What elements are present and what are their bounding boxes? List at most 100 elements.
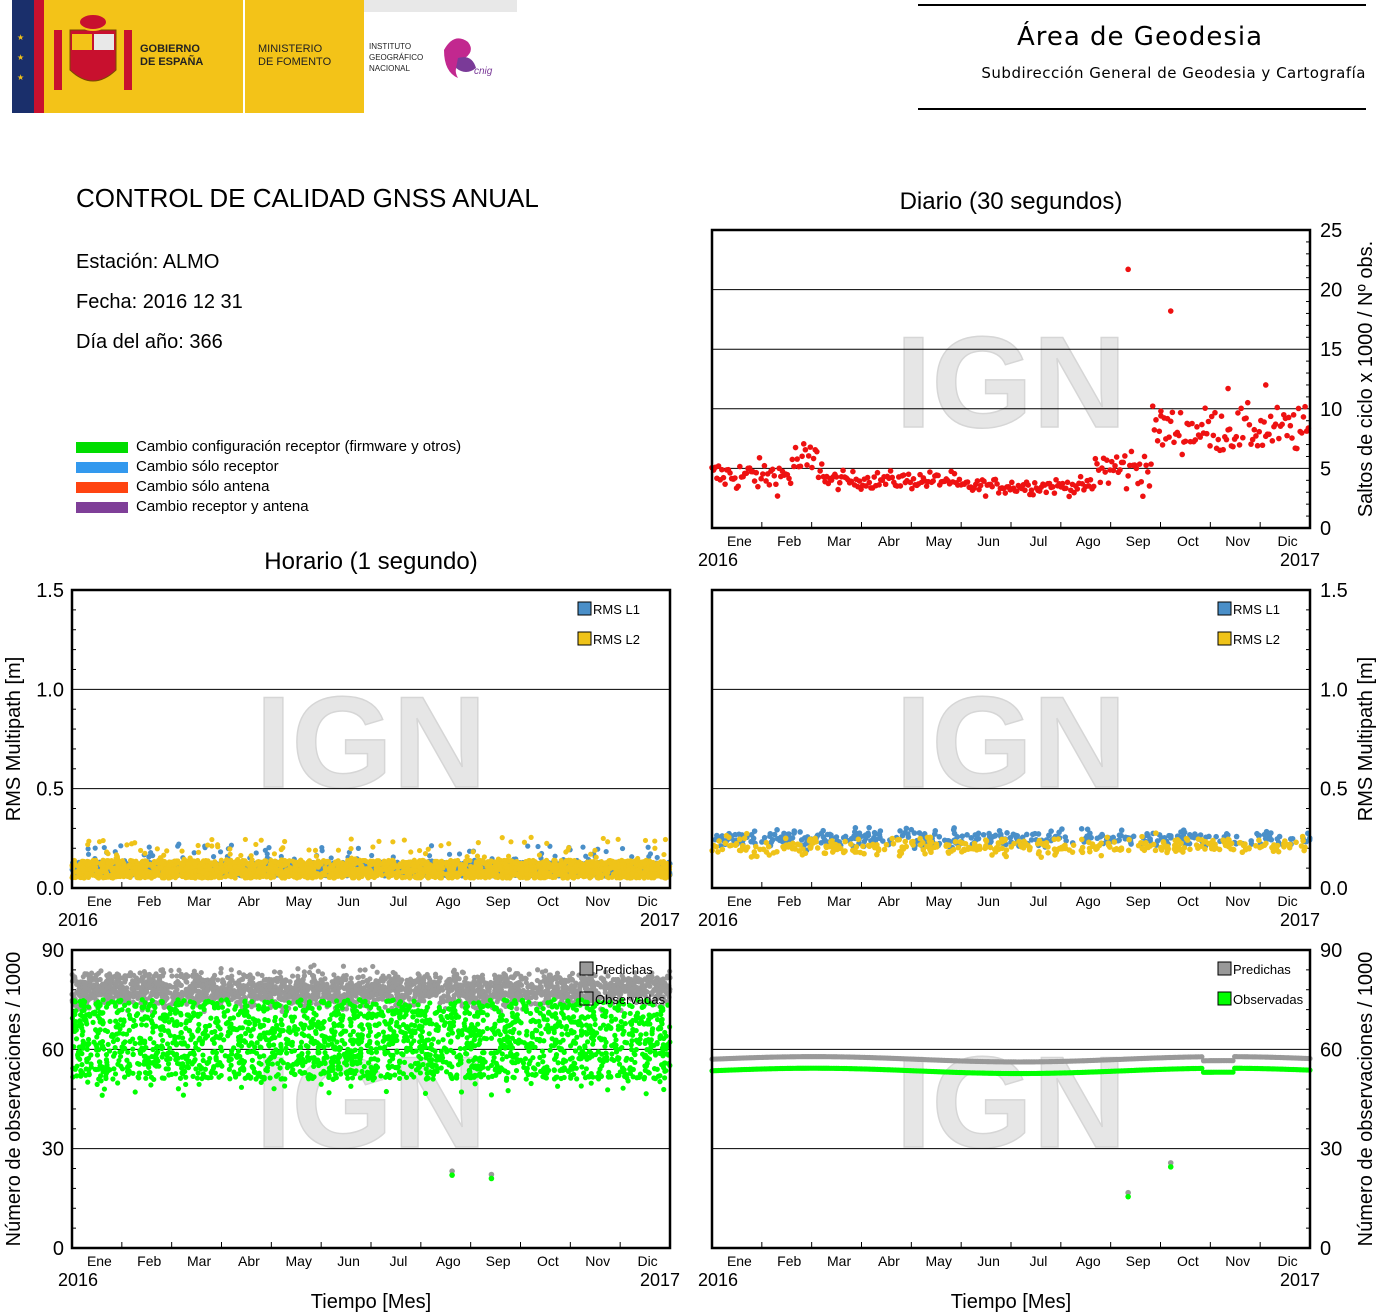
x-month-label: Ago — [1076, 533, 1101, 549]
x-month-label: Oct — [1177, 533, 1199, 549]
x-month-label: Ago — [436, 893, 461, 909]
data-point — [417, 870, 423, 876]
data-point — [1246, 421, 1253, 428]
data-point — [567, 861, 573, 867]
data-point — [1272, 421, 1279, 427]
data-point — [1064, 479, 1071, 486]
data-point — [423, 860, 430, 866]
data-point — [850, 468, 856, 475]
data-point — [1059, 480, 1066, 487]
data-point — [362, 868, 369, 874]
data-point — [1104, 457, 1110, 463]
data-point — [387, 858, 393, 864]
x-month-label: Nov — [1225, 533, 1250, 549]
data-point — [1295, 405, 1302, 412]
data-point — [146, 853, 152, 860]
data-point — [119, 858, 126, 864]
data-point — [1197, 434, 1204, 440]
data-point — [1210, 432, 1217, 439]
data-point — [619, 857, 625, 863]
data-point — [1125, 473, 1131, 479]
data-point — [425, 846, 431, 852]
x-month-label: Sep — [1126, 533, 1151, 549]
data-point — [487, 872, 493, 879]
data-point — [351, 861, 358, 867]
data-point — [517, 874, 523, 881]
data-point — [474, 853, 481, 859]
x-month-label: Oct — [537, 893, 559, 909]
data-point — [508, 839, 514, 845]
data-point — [109, 858, 115, 864]
data-point — [1151, 427, 1158, 433]
instituto-line2: GEOGRÁFICO — [369, 53, 423, 62]
x-month-label: Jun — [977, 533, 1000, 549]
data-point — [519, 866, 525, 872]
data-point — [582, 873, 588, 879]
data-point — [532, 875, 538, 881]
data-point — [814, 448, 820, 455]
data-point — [563, 849, 569, 855]
data-point — [995, 490, 1002, 496]
data-point — [756, 454, 763, 461]
x-month-label: May — [926, 533, 952, 549]
ministerio-line2: DE FOMENTO — [258, 56, 332, 68]
x-month-label: Jul — [1029, 533, 1047, 549]
data-point — [1051, 490, 1058, 496]
data-point — [227, 863, 233, 870]
ministerio-box — [244, 0, 364, 113]
x-month-label: Mar — [827, 533, 851, 549]
data-point — [871, 474, 877, 480]
data-point — [1294, 445, 1300, 452]
data-point — [1256, 428, 1263, 435]
data-point — [465, 874, 471, 880]
data-point — [164, 848, 170, 854]
data-point — [1269, 438, 1276, 444]
data-point — [1136, 461, 1143, 467]
data-point — [396, 870, 402, 876]
data-point — [238, 852, 244, 859]
y-tick-label: 1.5 — [36, 580, 64, 602]
data-point — [797, 463, 804, 470]
data-point — [412, 868, 418, 874]
data-point — [1145, 469, 1151, 475]
data-point — [1218, 413, 1225, 419]
x-month-label: May — [286, 893, 312, 909]
data-point — [100, 837, 106, 844]
data-point — [118, 872, 125, 878]
data-point — [511, 870, 517, 876]
data-point — [148, 862, 154, 868]
data-point — [99, 860, 106, 866]
x-month-label: Dic — [1277, 533, 1297, 549]
data-point — [580, 844, 586, 850]
data-point — [1002, 490, 1009, 496]
data-point — [372, 873, 379, 879]
data-point — [204, 871, 210, 877]
x-month-label: Ene — [727, 533, 752, 549]
data-point — [1112, 462, 1118, 469]
data-point — [399, 875, 405, 881]
data-point — [848, 478, 855, 485]
data-point — [923, 483, 930, 489]
data-point — [887, 468, 894, 474]
data-point — [181, 856, 187, 862]
data-point — [334, 867, 340, 873]
data-point — [498, 872, 504, 879]
y-tick-label: 0.0 — [36, 878, 64, 900]
watermark-text: IGN — [895, 669, 1126, 815]
data-point — [153, 872, 160, 878]
data-point — [471, 865, 478, 871]
data-point — [1123, 485, 1130, 492]
y-tick-label: 1.0 — [36, 679, 64, 701]
data-point — [800, 441, 807, 447]
data-point — [833, 474, 840, 480]
data-point — [1087, 476, 1094, 483]
data-point — [1215, 436, 1222, 443]
data-point — [1099, 465, 1105, 471]
data-point — [434, 871, 440, 877]
data-point — [595, 869, 601, 876]
data-point — [397, 861, 403, 867]
data-point — [242, 871, 249, 877]
data-point — [260, 869, 266, 876]
